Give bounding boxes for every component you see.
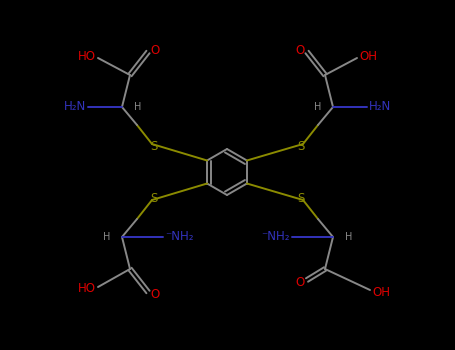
Text: H: H (313, 102, 321, 112)
Text: S: S (150, 140, 158, 153)
Text: O: O (150, 43, 159, 56)
Text: HO: HO (78, 282, 96, 295)
Text: H₂N: H₂N (64, 100, 86, 113)
Text: H: H (345, 232, 352, 242)
Text: O: O (296, 43, 305, 56)
Text: O: O (150, 287, 159, 301)
Text: H₂N: H₂N (369, 100, 391, 113)
Text: OH: OH (359, 49, 377, 63)
Text: HO: HO (78, 49, 96, 63)
Text: H: H (103, 232, 110, 242)
Text: H: H (134, 102, 142, 112)
Text: S: S (297, 191, 305, 204)
Text: ⁻NH₂: ⁻NH₂ (262, 231, 290, 244)
Text: S: S (150, 191, 158, 204)
Text: ⁻NH₂: ⁻NH₂ (165, 231, 193, 244)
Text: S: S (297, 140, 305, 153)
Text: OH: OH (372, 286, 390, 299)
Text: O: O (296, 275, 305, 288)
